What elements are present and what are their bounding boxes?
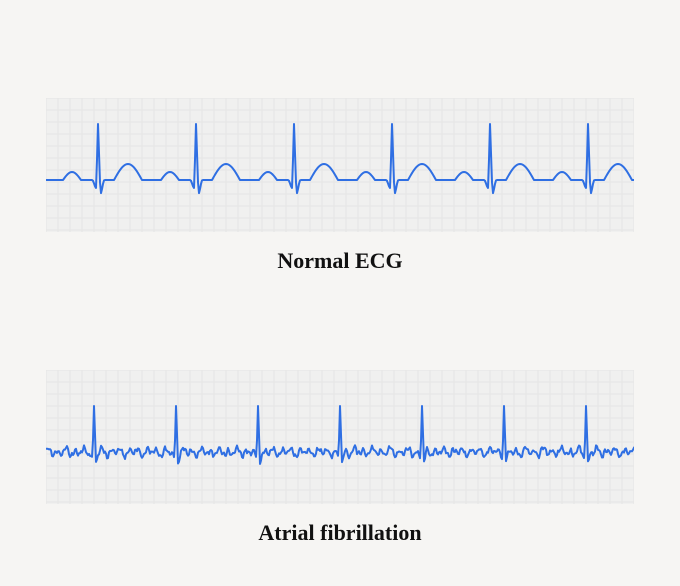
- ecg-svg-normal: [46, 98, 634, 232]
- normal-ecg-panel: [46, 98, 634, 232]
- atrial-fibrillation-panel: [46, 370, 634, 504]
- atrial-fibrillation-caption: Atrial fibrillation: [0, 520, 680, 546]
- normal-ecg-caption: Normal ECG: [0, 248, 680, 274]
- ecg-comparison-diagram: Normal ECG Atrial fibrillation: [0, 0, 680, 586]
- ecg-svg-afib: [46, 370, 634, 504]
